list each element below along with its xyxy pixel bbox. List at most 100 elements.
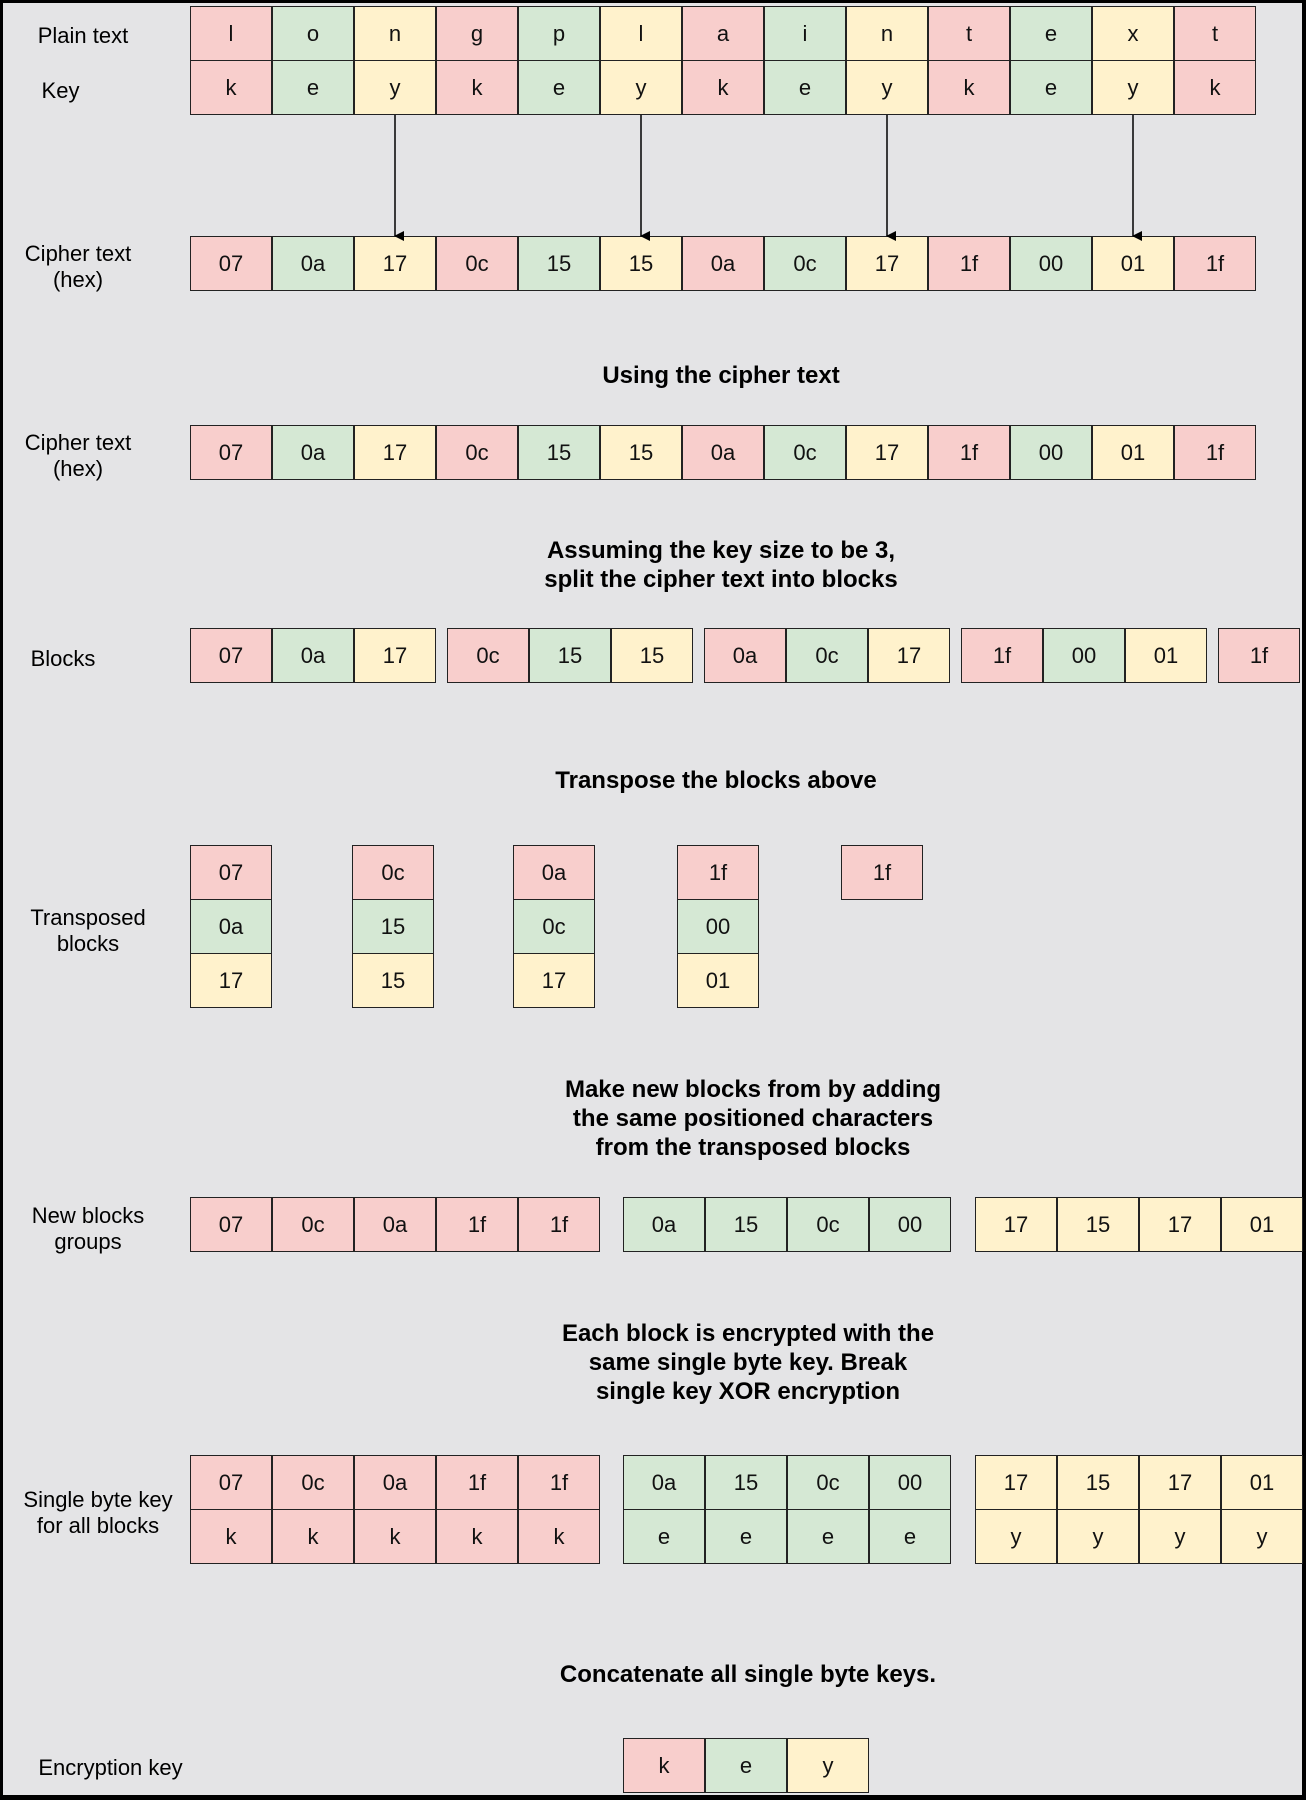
block-cell: 17 bbox=[354, 628, 436, 683]
encryption-key-cell: e bbox=[705, 1738, 787, 1793]
key-cell: y bbox=[846, 60, 928, 115]
new-group-cell: 15 bbox=[1057, 1197, 1139, 1252]
key-cell: e bbox=[272, 60, 354, 115]
new-group-cell: 0c bbox=[272, 1197, 354, 1252]
transposed-cell: 0a bbox=[190, 899, 272, 954]
single-byte-key-cell: k bbox=[354, 1509, 436, 1564]
cipher-text-cell: 00 bbox=[1010, 236, 1092, 291]
key-cell: k bbox=[682, 60, 764, 115]
transposed-cell: 07 bbox=[190, 845, 272, 900]
plain-text-cell: a bbox=[682, 6, 764, 61]
block-cell: 00 bbox=[1043, 628, 1125, 683]
plain-text-label: Plain text bbox=[37, 23, 129, 48]
transposed-cell: 17 bbox=[513, 953, 595, 1008]
encryption-key-label: Encryption key bbox=[38, 1755, 183, 1780]
transposed-blocks-label: Transposed blocks bbox=[30, 905, 146, 956]
cipher-text-cell: 07 bbox=[190, 236, 272, 291]
single-byte-key-cell: k bbox=[272, 1509, 354, 1564]
new-group-cell: 1f bbox=[518, 1197, 600, 1252]
block-cell: 0a bbox=[272, 628, 354, 683]
block-cell: 1f bbox=[1218, 628, 1300, 683]
key-cell: e bbox=[1010, 60, 1092, 115]
new-group-cell: 15 bbox=[705, 1197, 787, 1252]
cipher-text-cell: 0a bbox=[272, 236, 354, 291]
single-byte-key-cell: k bbox=[518, 1509, 600, 1564]
key-cell: k bbox=[1174, 60, 1256, 115]
single-byte-key-cell: y bbox=[975, 1509, 1057, 1564]
plain-text-cell: e bbox=[1010, 6, 1092, 61]
transposed-cell: 0c bbox=[352, 845, 434, 900]
cipher-text-cell: 0a bbox=[682, 236, 764, 291]
cipher-text-cell: 0c bbox=[764, 236, 846, 291]
cipher-text-cell: 1f bbox=[928, 236, 1010, 291]
single-byte-key-label: Single byte key for all blocks bbox=[23, 1487, 173, 1538]
encryption-key-cell: y bbox=[787, 1738, 869, 1793]
key-cell: y bbox=[354, 60, 436, 115]
new-group-cell: 07 bbox=[190, 1197, 272, 1252]
plain-text-cell: n bbox=[354, 6, 436, 61]
transposed-cell: 00 bbox=[677, 899, 759, 954]
transposed-cell: 0a bbox=[513, 845, 595, 900]
title-concatenate: Concatenate all single byte keys. bbox=[559, 1661, 937, 1688]
single-byte-key-cell: y bbox=[1057, 1509, 1139, 1564]
single-key-group-cell: 00 bbox=[869, 1455, 951, 1510]
single-byte-key-cell: e bbox=[705, 1509, 787, 1564]
diagram-panel: Plain text Key Cipher text (hex) Cipher … bbox=[3, 3, 1303, 1795]
key-cell: y bbox=[1092, 60, 1174, 115]
key-label: Key bbox=[41, 78, 80, 103]
new-blocks-groups-label: New blocks groups bbox=[31, 1203, 145, 1254]
block-cell: 15 bbox=[611, 628, 693, 683]
cipher-text-cell: 17 bbox=[846, 236, 928, 291]
key-cell: y bbox=[600, 60, 682, 115]
key-cell: e bbox=[518, 60, 600, 115]
cipher-text-cell: 0c bbox=[436, 236, 518, 291]
single-key-group-cell: 17 bbox=[1139, 1455, 1221, 1510]
plain-text-cell: t bbox=[928, 6, 1010, 61]
plain-text-cell: l bbox=[600, 6, 682, 61]
single-key-group-cell: 17 bbox=[975, 1455, 1057, 1510]
blocks-label: Blocks bbox=[30, 646, 96, 671]
block-cell: 0c bbox=[786, 628, 868, 683]
cipher-text-cell-copy: 15 bbox=[600, 425, 682, 480]
title-each-block-encrypted: Each block is encrypted with the same si… bbox=[561, 1320, 935, 1405]
single-byte-key-cell: e bbox=[623, 1509, 705, 1564]
block-cell: 17 bbox=[868, 628, 950, 683]
transposed-cell: 1f bbox=[677, 845, 759, 900]
single-key-group-cell: 15 bbox=[1057, 1455, 1139, 1510]
cipher-text-cell-copy: 17 bbox=[846, 425, 928, 480]
single-byte-key-cell: y bbox=[1139, 1509, 1221, 1564]
title-transpose: Transpose the blocks above bbox=[555, 767, 877, 794]
key-cell: k bbox=[436, 60, 518, 115]
transposed-cell: 01 bbox=[677, 953, 759, 1008]
single-key-group-cell: 07 bbox=[190, 1455, 272, 1510]
new-group-cell: 0a bbox=[623, 1197, 705, 1252]
cipher-text-cell-copy: 0c bbox=[436, 425, 518, 480]
single-key-group-cell: 15 bbox=[705, 1455, 787, 1510]
cipher-text-cell: 17 bbox=[354, 236, 436, 291]
transposed-cell: 0c bbox=[513, 899, 595, 954]
block-cell: 07 bbox=[190, 628, 272, 683]
single-key-group-cell: 0a bbox=[623, 1455, 705, 1510]
cipher-text-cell: 15 bbox=[518, 236, 600, 291]
single-key-group-cell: 0c bbox=[787, 1455, 869, 1510]
plain-text-cell: n bbox=[846, 6, 928, 61]
plain-text-cell: x bbox=[1092, 6, 1174, 61]
encryption-key-cell: k bbox=[623, 1738, 705, 1793]
single-byte-key-cell: y bbox=[1221, 1509, 1303, 1564]
transposed-cell: 15 bbox=[352, 899, 434, 954]
cipher-text-cell-copy: 0a bbox=[272, 425, 354, 480]
plain-text-cell: p bbox=[518, 6, 600, 61]
single-byte-key-cell: k bbox=[190, 1509, 272, 1564]
single-byte-key-cell: k bbox=[436, 1509, 518, 1564]
new-group-cell: 17 bbox=[1139, 1197, 1221, 1252]
transposed-cell: 15 bbox=[352, 953, 434, 1008]
new-group-cell: 17 bbox=[975, 1197, 1057, 1252]
title-using-cipher-text: Using the cipher text bbox=[602, 362, 840, 389]
single-key-group-cell: 1f bbox=[518, 1455, 600, 1510]
single-byte-key-cell: e bbox=[869, 1509, 951, 1564]
new-group-cell: 1f bbox=[436, 1197, 518, 1252]
cipher-text-cell-copy: 1f bbox=[928, 425, 1010, 480]
single-byte-key-cell: e bbox=[787, 1509, 869, 1564]
cipher-text-cell-copy: 15 bbox=[518, 425, 600, 480]
